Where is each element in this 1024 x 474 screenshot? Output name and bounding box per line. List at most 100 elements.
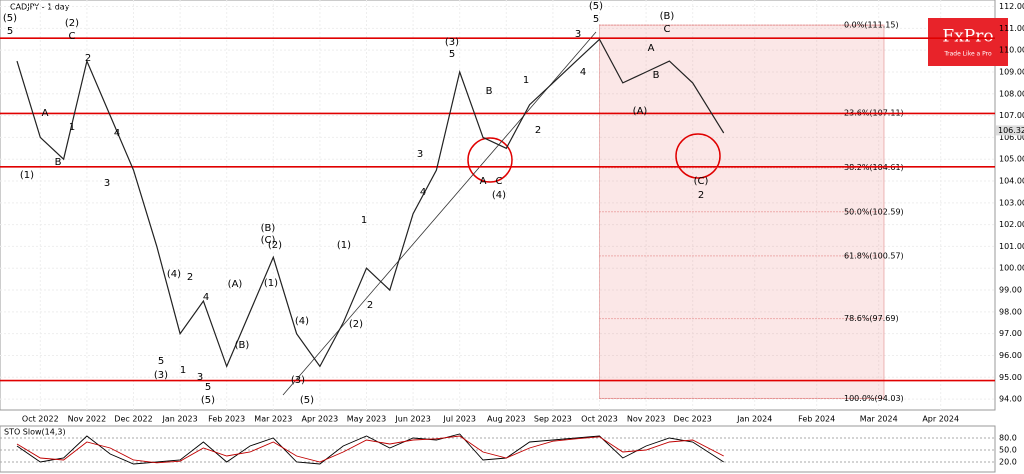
wave-label: 1 [523,75,529,86]
wave-label: C [496,176,503,187]
oscillator-tick-label: 80.0 [999,434,1017,443]
oscillator-frame [0,425,996,473]
wave-label: 2 [85,53,91,64]
plot-frame [0,0,996,411]
y-tick-label: 112.00 [999,2,1024,11]
last-price-box [996,125,1024,136]
wave-label: (5) [3,13,17,24]
x-tick-label: Sep 2023 [534,415,572,424]
x-tick-label: Oct 2023 [581,415,618,424]
wave-label: (A) [633,106,648,117]
trend-line [282,31,597,396]
wave-label: 1 [361,215,367,226]
wave-label: (1) [20,170,34,181]
wave-label: 5 [7,26,13,37]
wave-label: 2 [367,300,373,311]
wave-label: 5 [593,14,599,25]
y-tick-label: 106.00 [999,133,1024,142]
wave-label: (5) [589,1,603,12]
wave-label: (B) [235,340,250,351]
y-tick-label: 103.00 [999,198,1024,207]
y-tick-label: 96.00 [999,351,1022,360]
x-tick-label: Dec 2023 [674,415,712,424]
wave-label: (C) [694,176,709,187]
y-tick-label: 108.00 [999,89,1024,98]
wave-label: (A) [228,279,243,290]
wave-label: A [648,43,655,54]
wave-label: (B) [261,223,276,234]
fib-label: 0.0%(111.15) [844,21,899,30]
last-price-label: 106.32 [998,126,1024,135]
wave-label: 5 [449,49,455,60]
y-tick-label: 100.00 [999,264,1024,273]
logo-box [928,18,1008,66]
wave-label: (1) [264,278,278,289]
wave-label: 1 [69,122,75,133]
fib-label: 78.6%(97.69) [844,314,899,323]
wave-label: (C) [261,235,276,246]
wave-label: (3) [291,375,305,386]
oscillator-line [16,433,724,465]
wave-label: 3 [104,178,110,189]
wave-label: B [486,86,493,97]
wave-label: B [55,157,62,168]
logo-name: FxPro [942,27,993,47]
highlight-circle [467,137,513,183]
x-tick-label: Apr 2024 [922,415,959,424]
wave-label: C [664,24,671,35]
y-tick-label: 99.00 [999,286,1022,295]
x-tick-label: Jun 2023 [394,415,430,424]
wave-label: C [69,31,76,42]
wave-label: (4) [295,316,309,327]
y-tick-label: 111.00 [999,24,1024,33]
wave-label: 3 [197,372,203,383]
wave-label: A [480,176,487,187]
y-tick-label: 95.00 [999,373,1022,382]
wave-label: 2 [698,190,704,201]
x-tick-label: Jul 2023 [442,415,476,424]
wave-label: (1) [337,240,351,251]
x-tick-label: Dec 2022 [114,415,152,424]
wave-label: 2 [187,272,193,283]
wave-label: (4) [167,269,181,280]
wave-label: (3) [445,37,459,48]
y-tick-label: 97.00 [999,329,1022,338]
y-tick-label: 101.00 [999,242,1024,251]
wave-label: (2) [65,18,79,29]
y-tick-label: 107.00 [999,111,1024,120]
y-tick-label: 110.00 [999,46,1024,55]
wave-label: 1 [180,365,186,376]
oscillator-line [16,435,724,464]
wave-label: (3) [154,370,168,381]
wave-label: 4 [420,187,426,198]
wave-label: 4 [580,67,586,78]
oscillator-tick-label: 50.0 [999,446,1017,455]
wave-label: 3 [417,149,423,160]
wave-label: (2) [349,319,363,330]
wave-label: (5) [201,395,215,406]
wave-label: (4) [492,190,506,201]
logo-tagline: Trade Like a Pro [943,51,992,58]
wave-label: (2) [268,240,282,251]
fib-label: 38.2%(104.61) [844,163,904,172]
wave-label: A [42,108,49,119]
fib-label: 100.0%(94.03) [844,394,904,403]
wave-label: B [653,70,660,81]
x-tick-label: Apr 2023 [302,415,339,424]
x-tick-label: Feb 2023 [208,415,245,424]
x-tick-label: Mar 2024 [860,415,898,424]
wave-label: 3 [575,29,581,40]
x-tick-label: Nov 2022 [68,415,107,424]
x-tick-label: Jan 2024 [736,415,772,424]
wave-label: 4 [203,292,209,303]
x-tick-label: Aug 2023 [487,415,526,424]
y-tick-label: 109.00 [999,67,1024,76]
wave-label: 5 [205,382,211,393]
x-tick-label: Mar 2023 [254,415,292,424]
oscillator-title: STO Slow(14,3) [4,428,66,437]
highlight-circle [675,133,721,179]
wave-label: 5 [158,356,164,367]
chart-title: CADJPY - 1 day [10,3,70,12]
x-tick-label: Nov 2023 [627,415,666,424]
